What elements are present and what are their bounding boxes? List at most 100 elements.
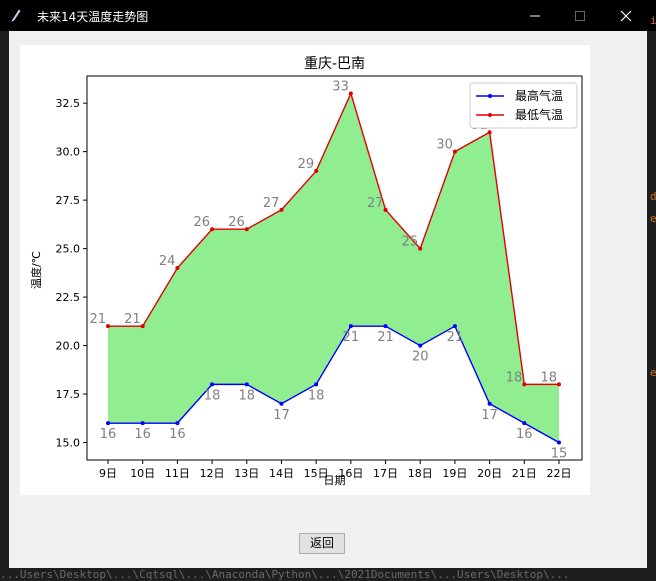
plot-frame bbox=[86, 75, 583, 461]
data-label-low: 21 bbox=[124, 312, 141, 327]
data-label-high: 17 bbox=[481, 408, 498, 423]
data-label-low: 25 bbox=[402, 235, 419, 250]
temperature-chart: 16 16 16 18 18 17 18 21 21 20 21 17 16 15 21 21 24 26 26 27… bbox=[29, 56, 583, 487]
data-point-low bbox=[175, 266, 180, 270]
series-line-low bbox=[108, 91, 559, 386]
x-tick-label: 18日 bbox=[408, 467, 433, 480]
legend-label-low: 最低气温 bbox=[515, 107, 563, 122]
data-label-low: 24 bbox=[159, 254, 176, 269]
close-button[interactable] bbox=[603, 0, 649, 31]
data-label-high: 21 bbox=[447, 330, 464, 345]
data-point-low bbox=[106, 324, 110, 329]
data-point-low bbox=[244, 227, 249, 232]
data-point-high bbox=[279, 401, 284, 406]
background-char: i bbox=[650, 14, 656, 27]
data-point-low bbox=[314, 169, 319, 174]
x-tick-label: 21日 bbox=[512, 467, 537, 480]
data-label-low: 29 bbox=[298, 157, 315, 172]
x-tick-label: 12日 bbox=[200, 467, 225, 480]
fill-between-area bbox=[108, 93, 559, 443]
data-label-low: 18 bbox=[540, 370, 557, 385]
y-tick-label: 22.5 bbox=[56, 291, 81, 304]
window-client-area: 16 16 16 18 18 17 18 21 21 20 21 17 16 15 21 21 24 26 26 27… bbox=[9, 31, 647, 568]
legend-box bbox=[469, 82, 578, 129]
data-label-low: 26 bbox=[228, 215, 245, 230]
data-label-low: 30 bbox=[436, 138, 453, 153]
x-axis-label: 日期 bbox=[324, 474, 346, 487]
feather-icon bbox=[11, 9, 21, 22]
data-label-high: 21 bbox=[343, 330, 360, 345]
data-label-high: 16 bbox=[516, 427, 533, 442]
data-point-high bbox=[210, 382, 215, 387]
title-bar: 未来14天温度走势图 bbox=[0, 0, 656, 31]
legend-marker-low bbox=[488, 113, 492, 117]
data-label-high: 16 bbox=[169, 427, 186, 442]
y-tick-label: 17.5 bbox=[56, 388, 81, 401]
data-label-high: 18 bbox=[308, 388, 325, 403]
x-tick-label: 9日 bbox=[99, 467, 117, 480]
data-point-low bbox=[210, 227, 215, 232]
data-label-low: 26 bbox=[194, 215, 211, 230]
back-button[interactable]: 返回 bbox=[299, 533, 345, 554]
data-label-high: 16 bbox=[134, 427, 151, 442]
x-tick-label: 13日 bbox=[234, 467, 259, 480]
data-label-high: 17 bbox=[273, 408, 290, 423]
data-point-high bbox=[106, 421, 110, 426]
y-tick-label: 20.0 bbox=[56, 340, 81, 353]
x-tick-label: 19日 bbox=[442, 467, 467, 480]
maximize-button[interactable] bbox=[557, 0, 603, 31]
data-point-low bbox=[452, 149, 457, 154]
chart-title: 重庆-巴南 bbox=[304, 56, 365, 72]
data-point-low bbox=[383, 207, 388, 212]
x-tick-label: 22日 bbox=[547, 467, 572, 480]
x-tick-label: 15日 bbox=[304, 467, 329, 480]
data-label-high: 20 bbox=[412, 350, 429, 365]
background-char: e bbox=[650, 366, 656, 379]
x-tick-label: 11日 bbox=[165, 467, 190, 480]
data-point-high bbox=[140, 421, 145, 426]
y-tick-label: 30.0 bbox=[56, 146, 81, 159]
minimize-button[interactable] bbox=[512, 0, 558, 31]
data-point-low bbox=[279, 207, 284, 212]
data-label-high: 18 bbox=[238, 388, 255, 403]
y-tick-label: 15.0 bbox=[56, 437, 81, 450]
legend-label-high: 最高气温 bbox=[515, 88, 563, 103]
data-point-high bbox=[487, 401, 492, 406]
x-tick-label: 14日 bbox=[269, 467, 294, 480]
y-tick-label: 32.5 bbox=[56, 97, 81, 110]
legend-marker-high bbox=[488, 94, 492, 98]
data-label-low: 33 bbox=[332, 79, 349, 94]
data-point-low bbox=[487, 130, 492, 135]
close-icon bbox=[620, 10, 632, 22]
data-point-low bbox=[348, 91, 353, 96]
series-line-high bbox=[108, 325, 560, 444]
y-tick-label: 27.5 bbox=[56, 194, 81, 207]
data-label-high: 18 bbox=[204, 388, 221, 403]
x-tick-label: 17日 bbox=[373, 467, 398, 480]
y-tick-label: 25.0 bbox=[56, 243, 81, 256]
data-point-low bbox=[557, 382, 561, 387]
data-label-high: 15 bbox=[551, 447, 568, 462]
data-label-low: 21 bbox=[89, 312, 106, 327]
data-point-high bbox=[452, 324, 457, 329]
x-tick-label: 16日 bbox=[338, 467, 363, 480]
data-label-high: 16 bbox=[100, 427, 117, 442]
data-point-high bbox=[418, 343, 423, 348]
background-char: d bbox=[650, 190, 656, 203]
data-label-low: 27 bbox=[367, 196, 384, 211]
y-axis-label: 温度/℃ bbox=[29, 251, 43, 289]
background-terminal-text: ...Users\Desktop\...\Cqtsql\...\Anaconda… bbox=[0, 568, 570, 581]
data-point-high bbox=[383, 324, 388, 329]
maximize-icon bbox=[575, 11, 585, 21]
data-point-high bbox=[314, 382, 319, 387]
data-point-low bbox=[522, 382, 527, 387]
chart-figure: 16 16 16 18 18 17 18 21 21 20 21 17 16 15 21 21 24 26 26 27… bbox=[20, 45, 590, 495]
data-label-high: 21 bbox=[377, 330, 394, 345]
data-point-low bbox=[418, 246, 423, 251]
data-point-high bbox=[557, 440, 561, 445]
x-tick-label: 20日 bbox=[477, 467, 502, 480]
x-tick-label: 10日 bbox=[130, 467, 155, 480]
data-point-high bbox=[348, 324, 353, 329]
data-point-high bbox=[244, 382, 249, 387]
data-label-low: 27 bbox=[263, 196, 280, 211]
